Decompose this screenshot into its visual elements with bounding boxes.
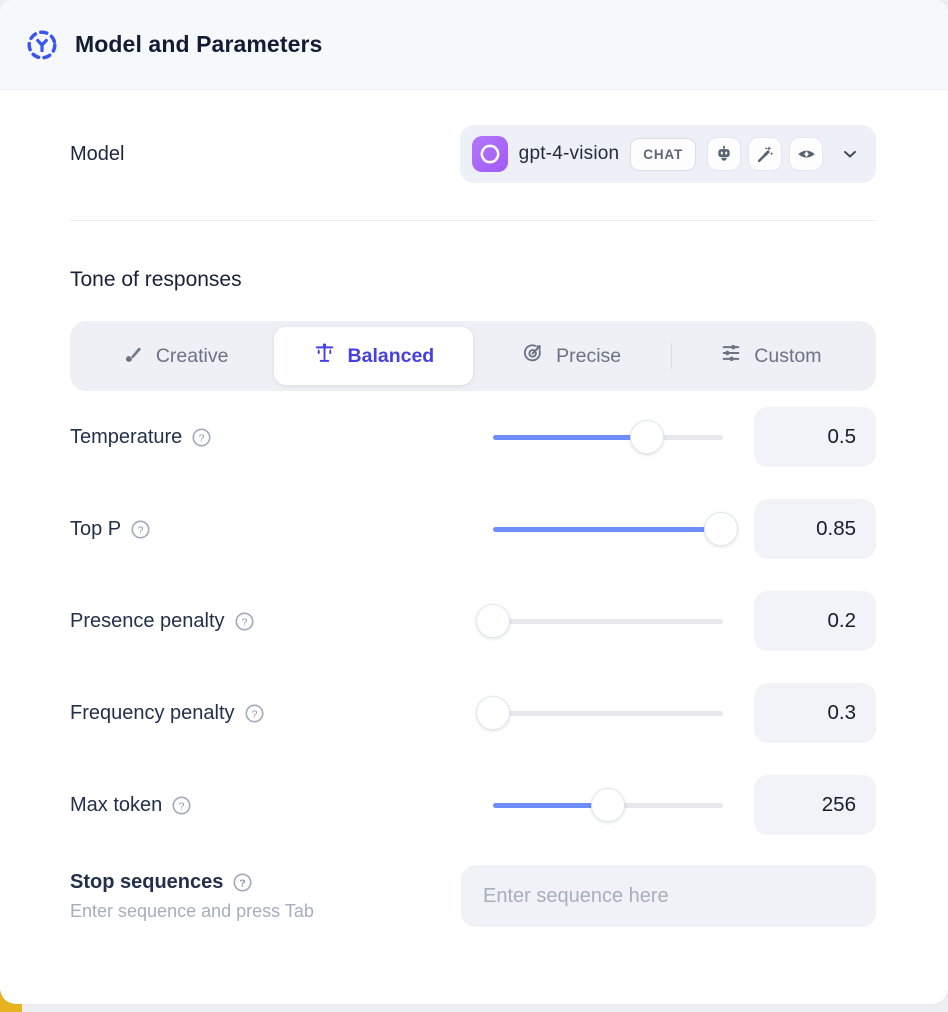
tab-creative[interactable]: Creative [76,327,274,385]
svg-text:?: ? [179,800,185,812]
help-icon[interactable]: ? [234,611,255,632]
openai-logo-icon [471,136,508,172]
slider-thumb[interactable] [476,604,510,638]
tab-label: Precise [556,344,622,367]
selected-model-name: gpt-4-vision [518,143,620,164]
param-label: Frequency penalty ? [70,702,493,725]
slider-thumb[interactable] [703,512,738,546]
chevron-down-icon [840,144,860,164]
help-icon[interactable]: ? [232,872,253,893]
section-divider [70,220,876,221]
help-icon[interactable]: ? [171,795,192,816]
tab-balanced[interactable]: Balanced [274,327,473,385]
presence-penalty-value[interactable]: 0.2 [754,591,876,651]
tab-label: Creative [155,344,229,367]
param-row-top-p: Top P ? 0.85 [70,483,876,575]
stop-sequences-hint: Enter sequence and press Tab [70,900,314,921]
slider-thumb[interactable] [476,696,510,730]
page-title: Model and Parameters [75,31,323,57]
model-parameters-icon [26,29,58,61]
vision-eye-icon [789,137,823,171]
stop-sequence-input[interactable] [461,865,876,927]
param-label: Presence penalty ? [70,610,493,633]
param-row-max-token: Max token ? 256 [70,759,876,851]
param-label: Top P ? [70,518,493,541]
panel-header: Model and Parameters [0,0,948,90]
param-label: Max token ? [70,794,493,817]
svg-text:?: ? [138,524,144,536]
target-icon [522,342,544,370]
model-type-badge: CHAT [630,137,696,171]
max-token-slider[interactable] [493,787,723,823]
top-p-value[interactable]: 0.85 [754,499,876,559]
tone-tabbar: Creative Balanced [70,321,876,391]
tab-precise[interactable]: Precise [473,327,671,385]
svg-text:?: ? [241,616,247,628]
param-row-temperature: Temperature ? 0.5 [70,391,876,483]
frequency-penalty-value[interactable]: 0.3 [754,683,876,743]
sliders-icon [720,342,742,370]
tab-custom[interactable]: Custom [672,327,870,385]
model-select-dropdown[interactable]: gpt-4-vision CHAT [459,125,876,183]
tab-separator [670,343,672,369]
slider-thumb[interactable] [630,420,665,454]
param-row-presence-penalty: Presence penalty ? 0.2 [70,575,876,667]
model-label: Model [70,142,125,165]
tab-label: Balanced [347,344,435,367]
svg-text:?: ? [199,432,205,444]
slider-thumb[interactable] [591,788,625,822]
stop-sequences-label: Stop sequences ? [70,871,461,894]
paintbrush-icon [122,342,144,370]
help-icon[interactable]: ? [191,427,212,448]
presence-penalty-slider[interactable] [476,603,723,639]
param-row-frequency-penalty: Frequency penalty ? 0.3 [70,667,876,759]
max-token-value[interactable]: 256 [754,775,876,835]
help-icon[interactable]: ? [244,703,265,724]
tone-heading: Tone of responses [70,268,242,291]
balance-scale-icon [313,342,336,371]
capability-chips [707,137,823,171]
model-row: Model gpt-4-vision CHAT [70,125,876,183]
svg-text:?: ? [240,877,246,889]
param-label: Temperature ? [70,426,493,449]
temperature-value[interactable]: 0.5 [754,407,876,467]
help-icon[interactable]: ? [130,519,151,540]
robot-icon [707,137,741,171]
temperature-slider[interactable] [493,419,723,455]
frequency-penalty-slider[interactable] [476,695,723,731]
tab-label: Custom [754,344,822,367]
svg-text:?: ? [251,708,257,720]
top-p-slider[interactable] [493,511,738,547]
stop-sequences-row: Stop sequences ? Enter sequence and pres… [70,865,876,927]
magic-wand-icon [748,137,782,171]
